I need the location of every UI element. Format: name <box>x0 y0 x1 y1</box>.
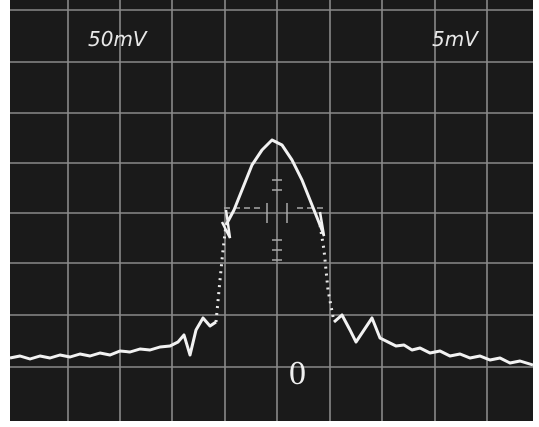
screen-background <box>10 0 533 421</box>
center-label: 0 <box>289 355 306 392</box>
left-scale-label: 50mV <box>88 27 148 51</box>
oscilloscope-screen: 50mV 5mV 0 <box>0 0 539 427</box>
page: 50mV 5mV 0 (() => { const data = JSON.pa… <box>0 0 539 427</box>
right-scale-label: 5mV <box>432 27 479 51</box>
